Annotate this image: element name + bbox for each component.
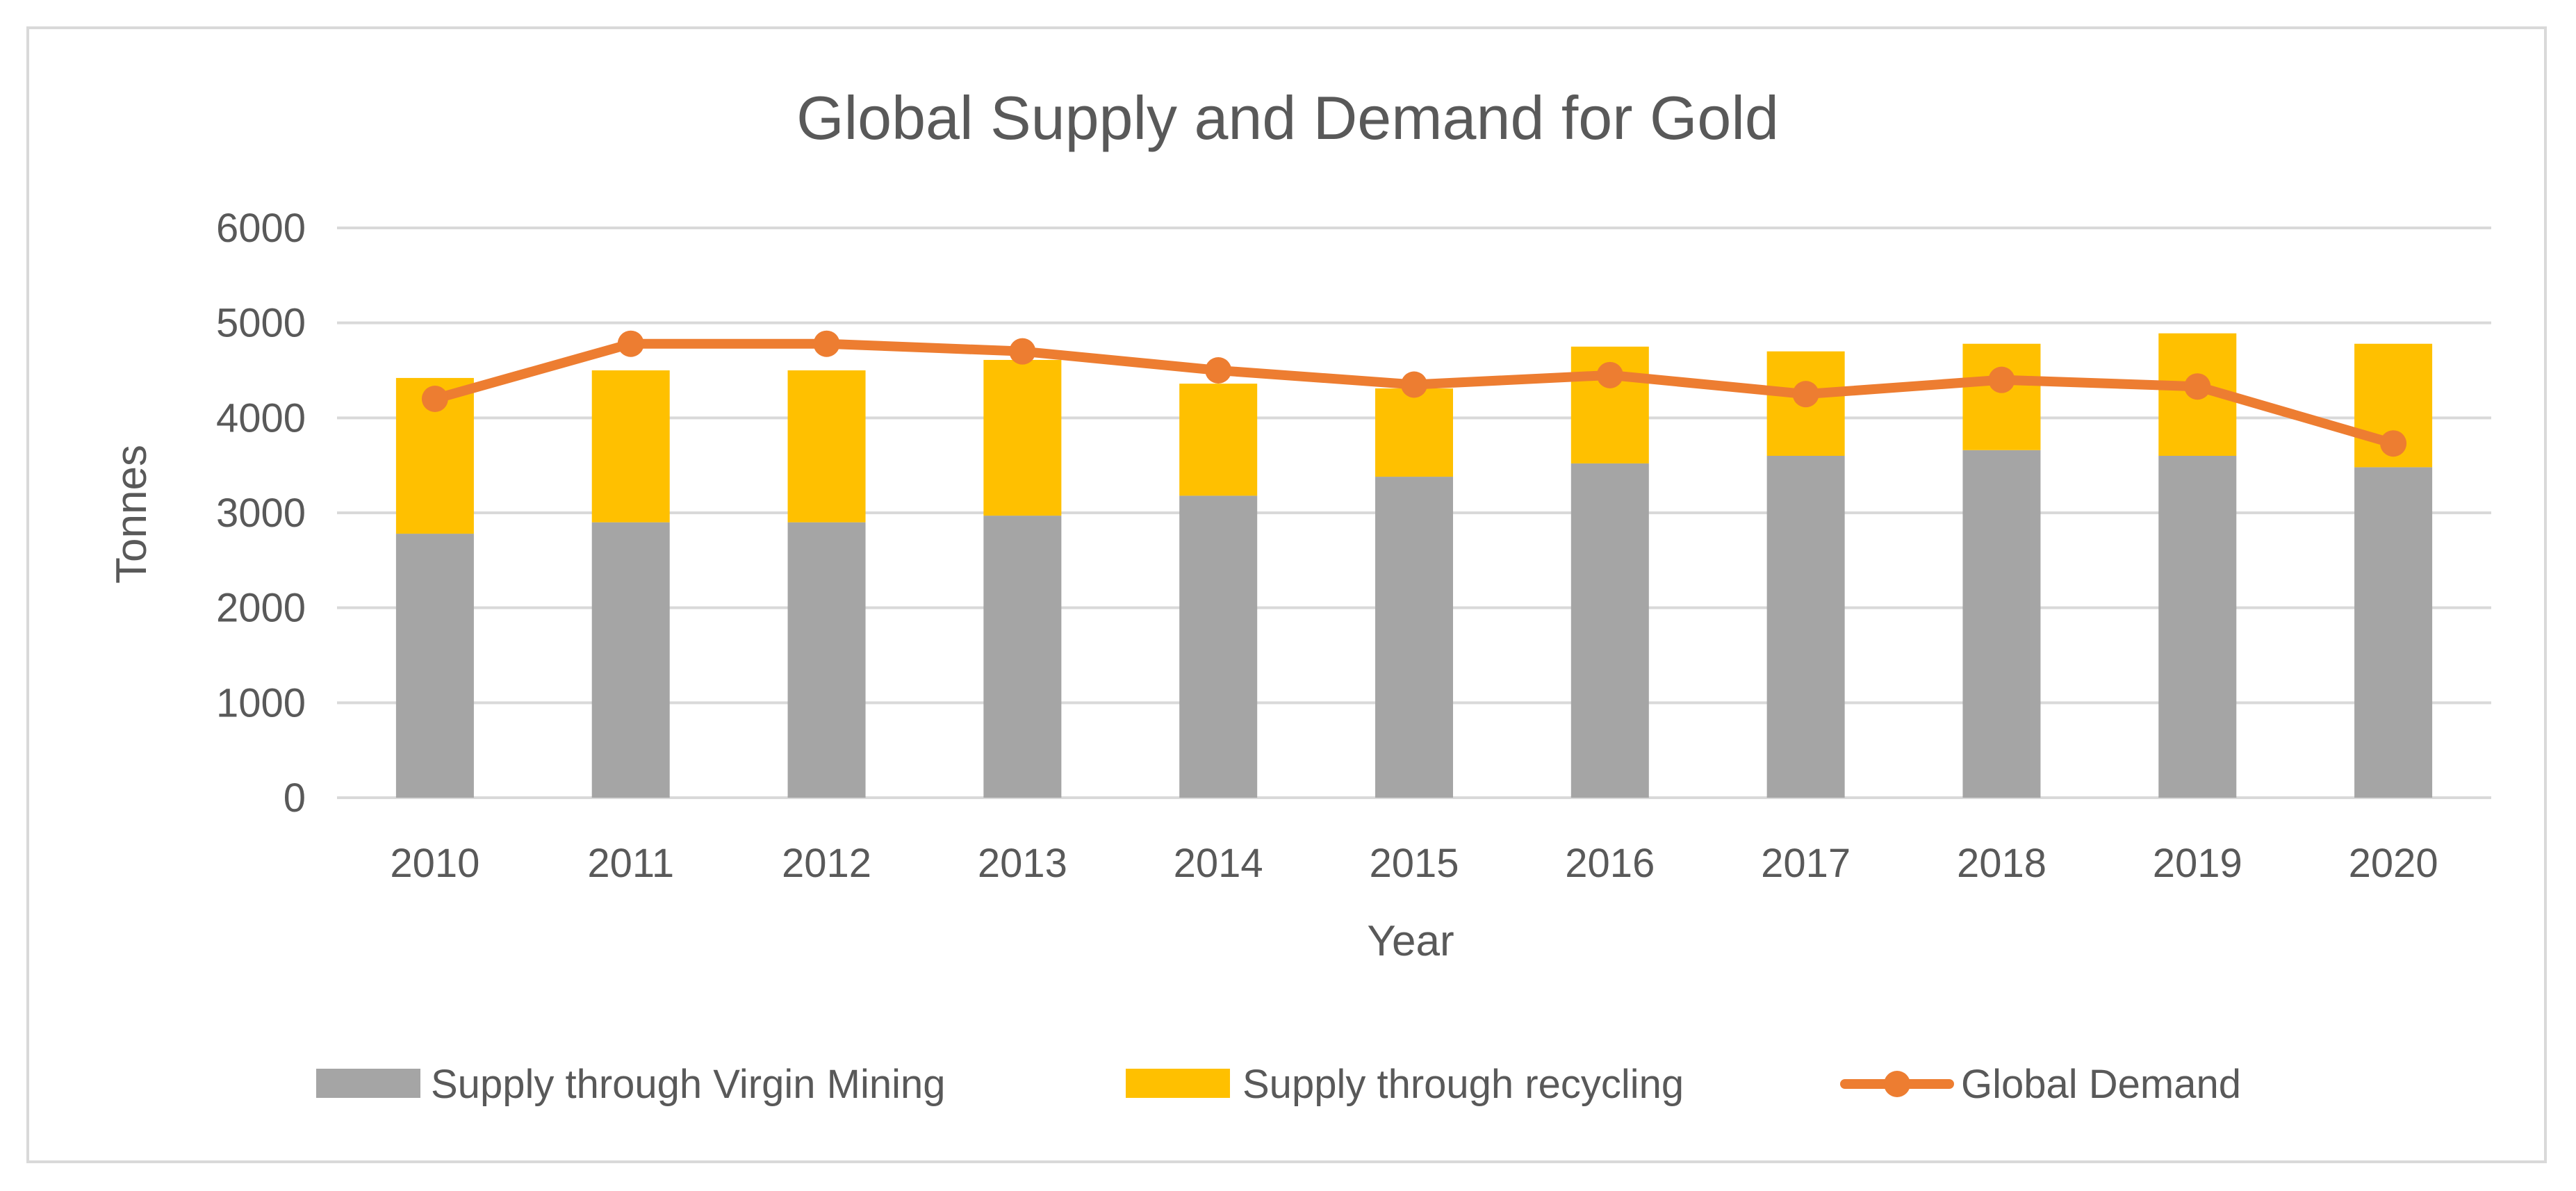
x-tick-label-2018: 2018: [1957, 841, 2046, 886]
bar-recycling-2011: [591, 370, 670, 523]
x-tick-label-2012: 2012: [782, 841, 871, 886]
demand-line-series: [421, 330, 2407, 457]
bar-recycling-2015: [1375, 388, 1453, 477]
legend-swatch-recycling: [1126, 1069, 1230, 1098]
legend-label-virgin-mining: Supply through Virgin Mining: [431, 1062, 946, 1107]
bar-recycling-2018: [1962, 343, 2041, 450]
y-tick-label-3000: 3000: [216, 491, 306, 536]
y-tick-label-5000: 5000: [216, 301, 306, 346]
x-tick-label-2013: 2013: [978, 841, 1067, 886]
x-tick-label-2020: 2020: [2349, 841, 2438, 886]
y-tick-label-4000: 4000: [216, 395, 306, 441]
legend: Supply through Virgin Mining Supply throu…: [316, 1062, 2241, 1107]
x-tick-label-2014: 2014: [1174, 841, 1263, 886]
y-tick-label-0: 0: [284, 775, 306, 821]
x-tick-label-2015: 2015: [1369, 841, 1459, 886]
bar-virgin-mining-2011: [591, 522, 670, 798]
bar-virgin-mining-2015: [1375, 477, 1453, 798]
demand-point-2017: [1792, 381, 1819, 408]
bar-virgin-mining-2012: [787, 522, 866, 798]
y-tick-label-2000: 2000: [216, 586, 306, 631]
demand-point-2013: [1009, 338, 1036, 365]
bar-virgin-mining-2016: [1570, 463, 1649, 798]
demand-point-2020: [2380, 430, 2407, 457]
y-axis-ticks: 0 1000 2000 3000 4000 5000 6000: [216, 206, 306, 821]
bar-virgin-mining-2013: [983, 516, 1062, 798]
bar-virgin-mining-2018: [1962, 450, 2041, 798]
bar-recycling-2014: [1179, 384, 1258, 496]
bar-virgin-mining-2019: [2158, 456, 2237, 798]
x-axis-ticks: 2010 2011 2012 2013 2014 2015 2016 2017 2018 2019…: [390, 841, 2438, 886]
x-tick-label-2017: 2017: [1761, 841, 1851, 886]
bar-virgin-mining-2020: [2354, 467, 2433, 798]
y-tick-label-6000: 6000: [216, 206, 306, 251]
legend-label-recycling: Supply through recycling: [1242, 1062, 1684, 1107]
demand-point-2011: [617, 330, 644, 357]
x-tick-label-2019: 2019: [2153, 841, 2242, 886]
bar-recycling-2012: [787, 370, 866, 523]
demand-point-2010: [421, 386, 448, 412]
demand-point-2012: [813, 330, 840, 357]
bar-virgin-mining-2017: [1766, 456, 1845, 798]
chart-title: Global Supply and Demand for Gold: [796, 83, 1779, 152]
legend-label-demand: Global Demand: [1961, 1062, 2241, 1107]
demand-point-2019: [2184, 373, 2211, 400]
x-axis-label: Year: [1367, 917, 1454, 965]
x-tick-label-2011: 2011: [587, 841, 674, 886]
demand-point-2014: [1205, 357, 1232, 384]
legend-swatch-demand-marker: [1884, 1071, 1910, 1097]
x-tick-label-2010: 2010: [390, 841, 479, 886]
legend-swatch-virgin-mining: [316, 1069, 420, 1098]
bar-recycling-2013: [983, 359, 1062, 516]
y-tick-label-1000: 1000: [216, 680, 306, 725]
bars: [395, 333, 2433, 798]
demand-point-2016: [1596, 361, 1623, 388]
demand-point-2018: [1988, 366, 2015, 393]
bar-virgin-mining-2014: [1179, 495, 1258, 798]
x-tick-label-2016: 2016: [1565, 841, 1655, 886]
y-axis-label: Tonnes: [108, 445, 156, 584]
demand-point-2015: [1401, 371, 1427, 398]
bar-virgin-mining-2010: [395, 534, 474, 798]
